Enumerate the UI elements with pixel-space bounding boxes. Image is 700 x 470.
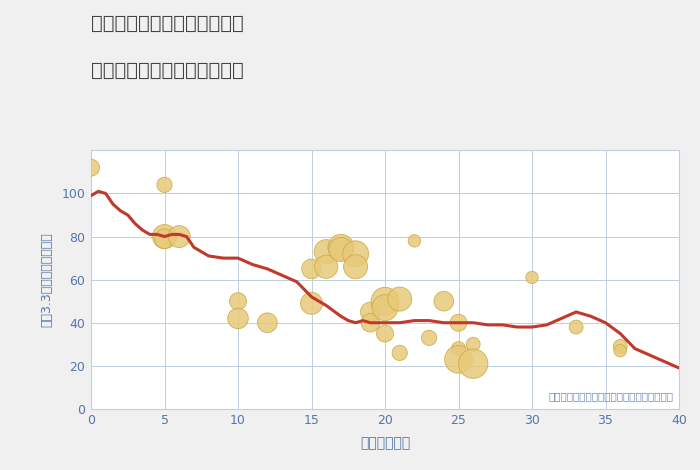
- Point: [350, 263, 361, 271]
- Text: 円の大きさは、取引のあった物件面積を示す: 円の大きさは、取引のあった物件面積を示す: [548, 391, 673, 401]
- Point: [262, 319, 273, 327]
- Point: [526, 274, 538, 281]
- Point: [174, 233, 185, 240]
- Point: [85, 164, 97, 172]
- Point: [615, 343, 626, 350]
- Point: [159, 233, 170, 240]
- Point: [394, 295, 405, 303]
- Point: [159, 235, 170, 243]
- Point: [321, 248, 332, 255]
- Point: [394, 349, 405, 357]
- Point: [335, 246, 346, 253]
- Point: [438, 298, 449, 305]
- Point: [409, 237, 420, 244]
- Point: [453, 319, 464, 327]
- Point: [379, 298, 391, 305]
- Point: [570, 323, 582, 331]
- Text: 築年数別中古マンション価格: 築年数別中古マンション価格: [91, 61, 244, 80]
- Point: [365, 308, 376, 316]
- Point: [232, 298, 244, 305]
- Point: [159, 181, 170, 188]
- X-axis label: 築年数（年）: 築年数（年）: [360, 436, 410, 450]
- Point: [306, 265, 317, 273]
- Point: [615, 347, 626, 354]
- Point: [306, 299, 317, 307]
- Point: [350, 250, 361, 258]
- Point: [379, 304, 391, 312]
- Point: [468, 360, 479, 368]
- Point: [232, 315, 244, 322]
- Point: [468, 340, 479, 348]
- Y-axis label: 坪（3.3㎡）単価（万円）: 坪（3.3㎡）単価（万円）: [40, 232, 53, 327]
- Point: [365, 319, 376, 327]
- Point: [335, 243, 346, 251]
- Text: 福岡県久留米市山川沓形町の: 福岡県久留米市山川沓形町の: [91, 14, 244, 33]
- Point: [424, 334, 435, 342]
- Point: [453, 345, 464, 352]
- Point: [379, 330, 391, 337]
- Point: [321, 263, 332, 271]
- Point: [453, 356, 464, 363]
